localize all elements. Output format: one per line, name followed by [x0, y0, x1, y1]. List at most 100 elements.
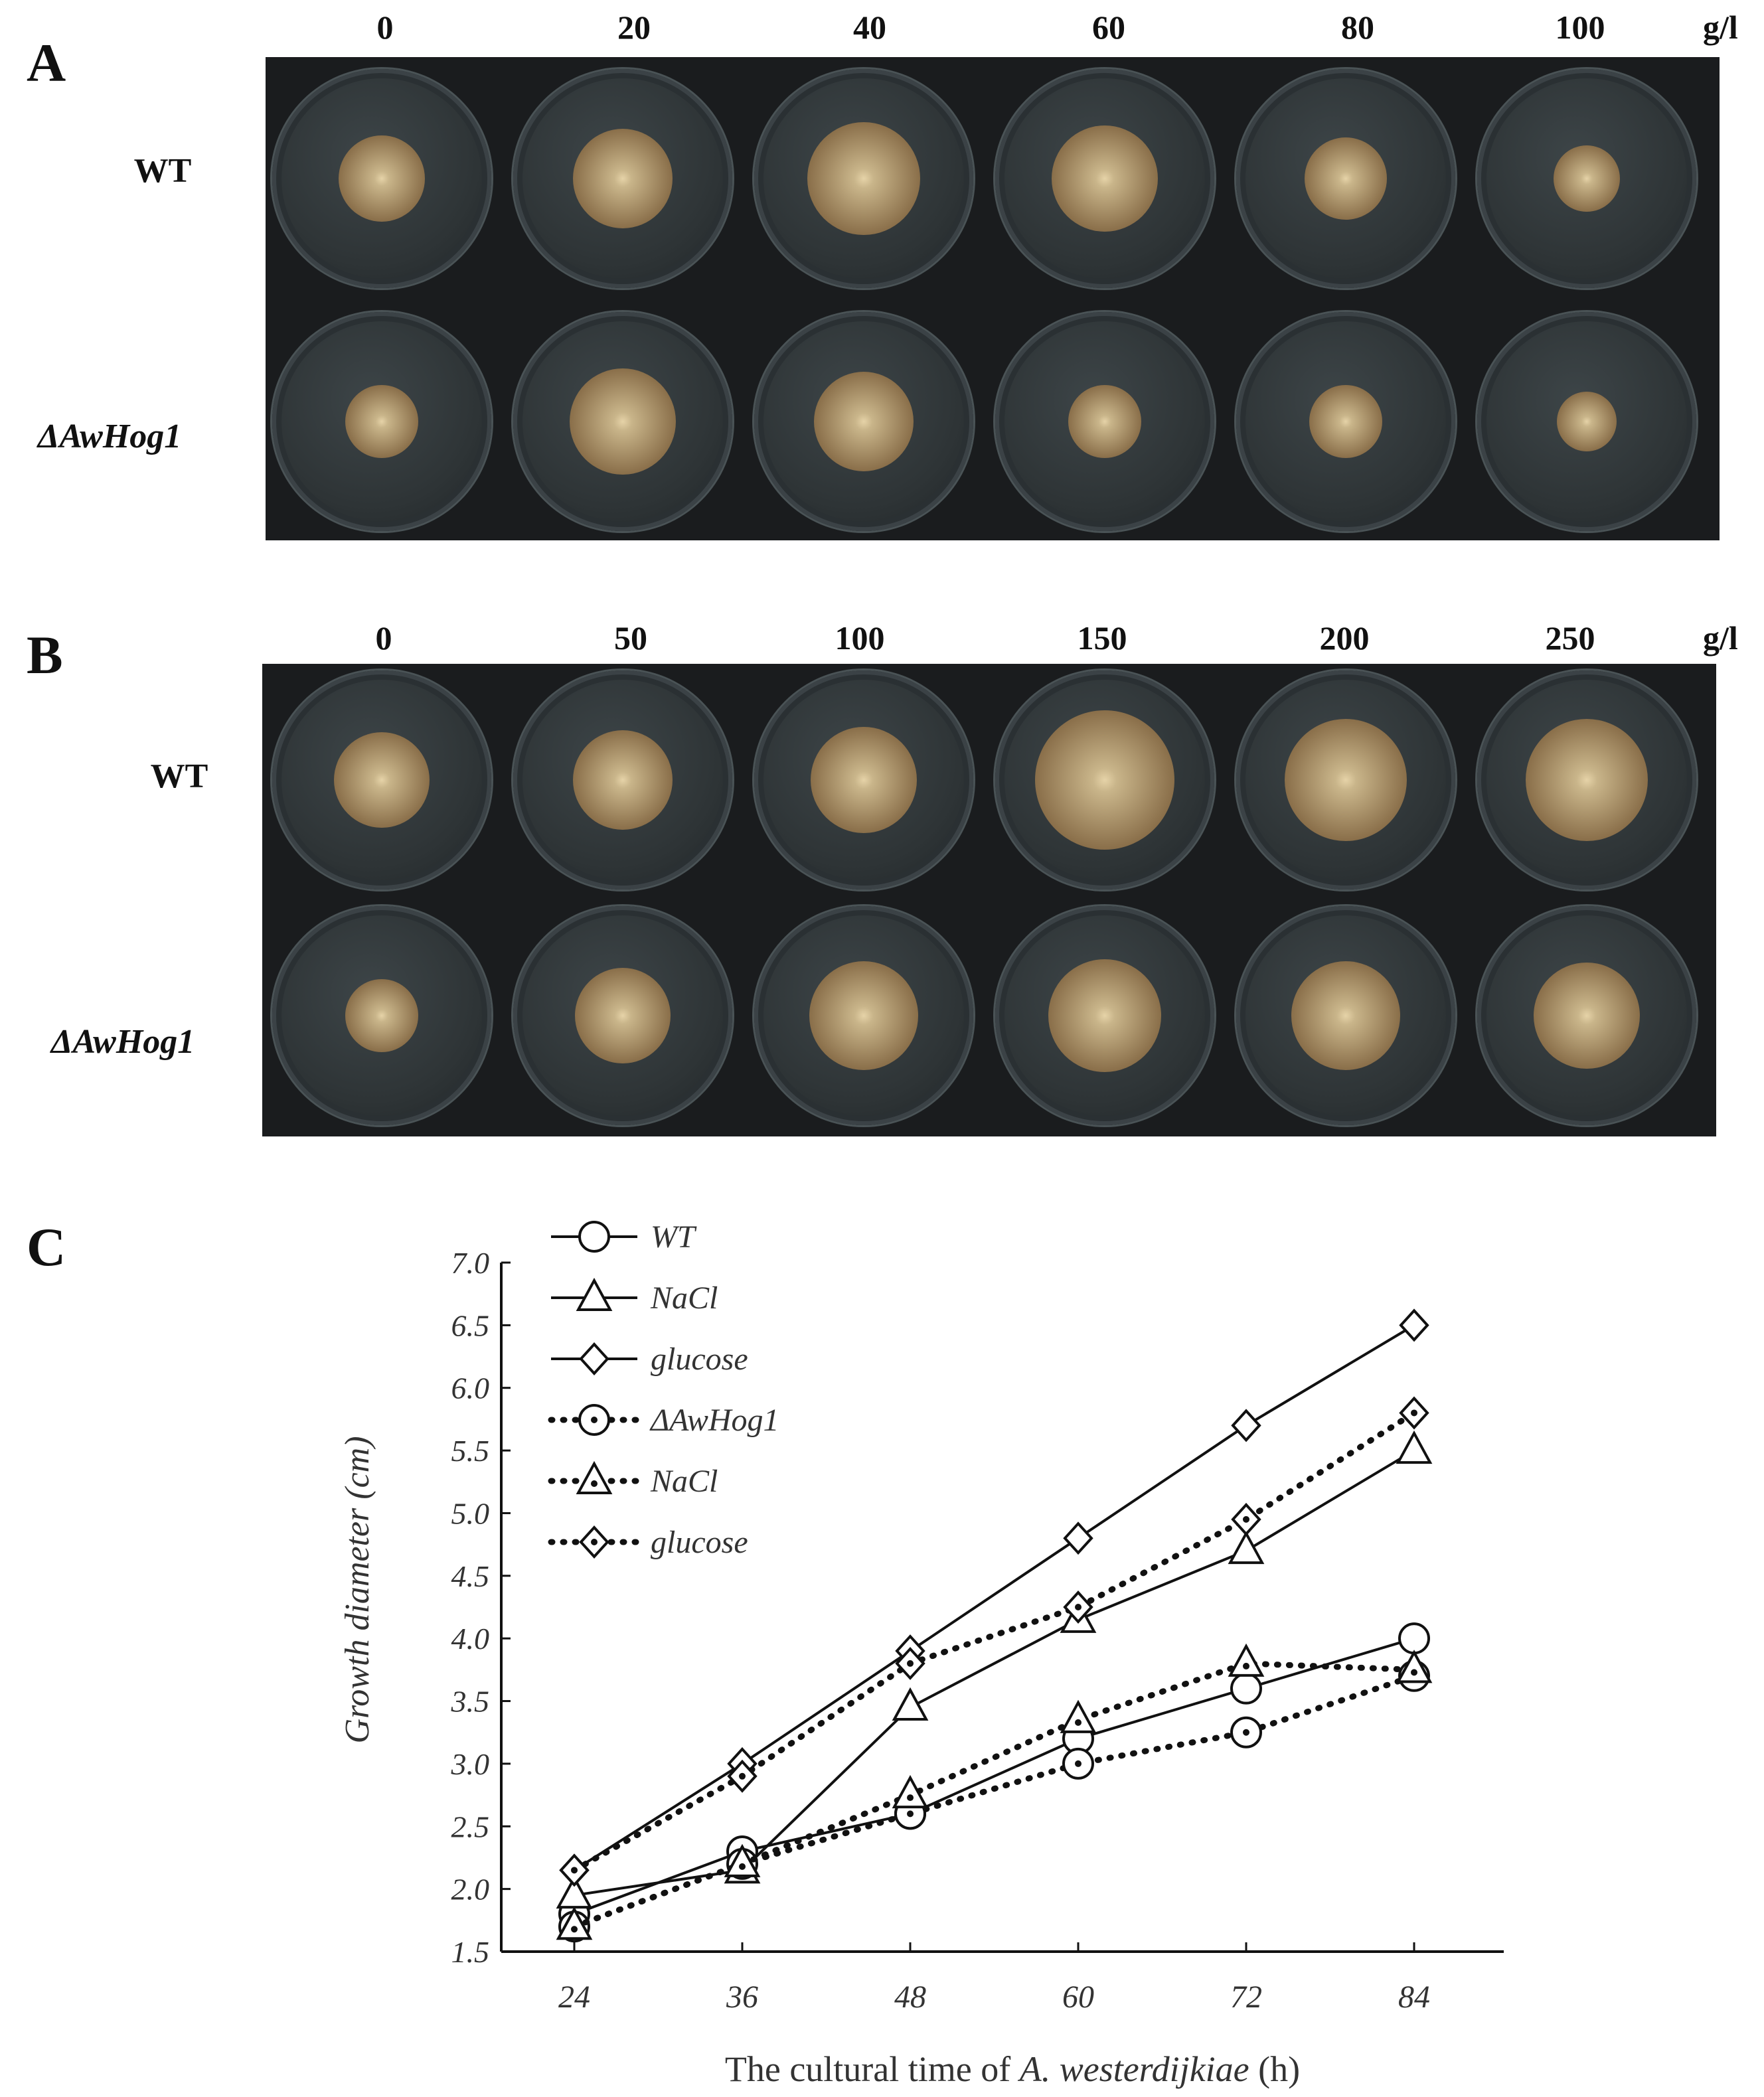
fungal-colony	[1285, 719, 1407, 841]
data-point-marker	[895, 1646, 925, 1680]
panel-b-conc-label: 100	[835, 619, 885, 657]
data-point-marker	[1231, 1409, 1261, 1442]
y-axis-title: Growth diameter (cm)	[339, 1436, 376, 1743]
y-tick-label: 1.5	[451, 1935, 490, 1969]
y-tick-label: 3.0	[451, 1747, 490, 1781]
data-point-marker	[1398, 1622, 1430, 1655]
petri-plate	[995, 69, 1214, 288]
chart-axes: 1.5 2.0 2.5 3.0 3.5 4.0 4.5 5.0 5.5 6.0 6.5 7.0 24 36…	[451, 1246, 1504, 2015]
legend-label: NaCl	[650, 1281, 718, 1316]
fungal-colony	[1526, 719, 1648, 841]
data-point-marker	[1228, 1643, 1265, 1677]
data-point-marker	[727, 1759, 758, 1793]
fungal-colony	[1052, 125, 1158, 232]
legend-label: glucose	[651, 1342, 748, 1377]
legend-marker	[579, 1525, 609, 1559]
panel-a-label: A	[27, 33, 66, 93]
fungal-colony	[1309, 385, 1382, 458]
panel-b-label: B	[27, 625, 63, 685]
fungal-colony	[573, 129, 673, 228]
x-tick-label: 60	[1062, 1980, 1094, 2015]
data-point-marker	[1396, 1650, 1433, 1683]
panel-a-conc-label: 80	[1341, 9, 1374, 46]
panel-a-conc-label: 0	[376, 9, 394, 46]
chart-series	[556, 1308, 1433, 1943]
data-point-marker	[1230, 1716, 1262, 1748]
fungal-colony	[1048, 959, 1161, 1072]
x-axis-title: The cultural time of A. westerdijkiae (h…	[725, 2049, 1300, 2089]
panel-b-conc-label: 200	[1319, 619, 1370, 657]
legend-label: NaCl	[650, 1464, 718, 1499]
y-tick-label: 2.5	[451, 1810, 490, 1843]
panel-b-conc-label: 250	[1545, 619, 1595, 657]
petri-plate	[995, 670, 1214, 890]
panel-a-conc-label: 100	[1555, 9, 1605, 46]
panel-a-conc-label: 40	[853, 9, 886, 46]
petri-plate	[754, 312, 973, 531]
x-tick-label: 84	[1398, 1980, 1430, 2015]
petri-plate	[1477, 312, 1696, 531]
fungal-colony	[1035, 710, 1174, 850]
fungal-colony	[1554, 145, 1620, 212]
petri-plate	[754, 906, 973, 1125]
data-point-marker	[1399, 1396, 1429, 1430]
panel-b-conc-label: 50	[614, 619, 647, 657]
petri-plate	[1236, 312, 1455, 531]
data-point-marker	[1396, 1430, 1433, 1464]
fungal-colony	[1291, 961, 1400, 1070]
petri-plate	[754, 670, 973, 890]
fungal-colony	[1068, 385, 1141, 458]
petri-plate	[272, 670, 491, 890]
y-tick-label: 5.5	[451, 1434, 490, 1468]
data-point-marker	[1060, 1699, 1097, 1733]
panel-a-conc-label: 60	[1092, 9, 1125, 46]
panel-b-row-label-wt: WT	[150, 757, 208, 795]
x-tick-label: 36	[726, 1980, 758, 2015]
panel-b-unit: g/l	[1703, 619, 1738, 657]
fungal-colony	[339, 135, 425, 222]
panel-a-conc-label: 20	[617, 9, 651, 46]
petri-plate	[995, 906, 1214, 1125]
panel-b-row-label-mutant: ΔAwHog1	[50, 1023, 195, 1061]
y-tick-label: 2.0	[451, 1873, 490, 1906]
y-tick-label: 3.5	[451, 1685, 490, 1719]
panel-a-row-label-wt: WT	[133, 152, 192, 190]
panel-b-plate-strip	[262, 664, 1716, 1136]
panel-a-plate-strip	[266, 57, 1720, 540]
y-tick-label: 5.0	[451, 1496, 490, 1530]
x-tick-label: 72	[1230, 1980, 1262, 2015]
y-tick-label: 6.5	[451, 1308, 490, 1342]
y-tick-label: 4.0	[451, 1622, 490, 1656]
data-point-marker	[1228, 1530, 1265, 1565]
legend-marker	[579, 1342, 609, 1375]
petri-plate	[754, 69, 973, 288]
data-point-marker	[1231, 1502, 1261, 1536]
petri-plate	[1236, 69, 1455, 288]
x-tick-label: 24	[558, 1980, 590, 2015]
fungal-colony	[809, 961, 918, 1070]
petri-plate	[1477, 69, 1696, 288]
legend-label: ΔAwHog1	[649, 1403, 779, 1438]
fungal-colony	[1534, 963, 1640, 1069]
petri-plate	[513, 69, 732, 288]
data-point-marker	[1062, 1747, 1094, 1780]
fungal-colony	[807, 122, 920, 235]
panel-c-label: C	[27, 1217, 66, 1277]
fungal-colony	[575, 968, 671, 1063]
chart-legend: WT NaCl glucose ΔAwHog1 NaCl glucose	[548, 1219, 779, 1560]
fungal-colony	[1305, 137, 1387, 220]
petri-plate	[1236, 670, 1455, 890]
data-point-marker	[1399, 1308, 1429, 1342]
series-line	[573, 1324, 1415, 1872]
series-line	[574, 1449, 1415, 1897]
fungal-colony	[811, 727, 917, 833]
petri-plate	[272, 906, 491, 1125]
data-point-marker	[1230, 1672, 1262, 1705]
legend-label: WT	[651, 1219, 697, 1255]
panel-b-conc-label: 150	[1077, 619, 1127, 657]
petri-plate	[272, 312, 491, 531]
petri-plate	[513, 312, 732, 531]
petri-plate	[1477, 670, 1696, 890]
data-point-marker	[559, 1853, 590, 1887]
data-point-marker	[892, 1774, 929, 1809]
